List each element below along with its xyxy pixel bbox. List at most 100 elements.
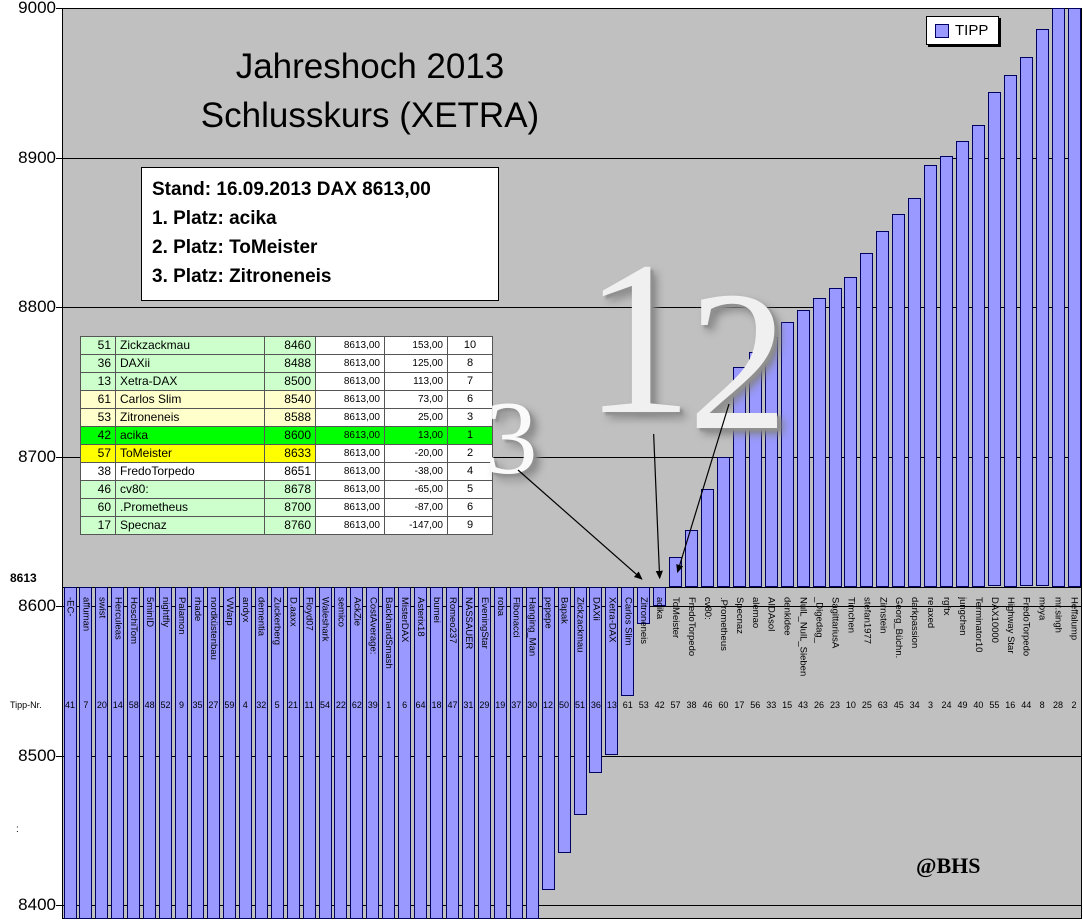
bar-name-label: Zuckerberg: [271, 597, 283, 646]
bar-name-label: Herculeas: [112, 597, 124, 640]
tipp-nr-value: 10: [845, 700, 856, 710]
y-axis-tickmark: [56, 8, 62, 9]
tipp-bar: [940, 156, 953, 587]
bar-name-label: cv80:: [702, 597, 713, 620]
tipp-nr-value: 49: [957, 700, 968, 710]
table-row: 57 ToMeister 8633 8613,00 -20,00 2: [80, 444, 493, 463]
gridline: [63, 905, 1082, 906]
bar-name-label: Zickzackmau: [574, 597, 586, 653]
status-line-platz3: 3. Platz: Zitroneneis: [152, 266, 332, 287]
y-axis-tickmark: [56, 158, 62, 159]
tipp-bar: [318, 586, 332, 919]
chart-title-line1: Jahreshoch 2013: [235, 47, 505, 86]
tipp-nr-value: 19: [495, 700, 506, 710]
tipp-nr-value: 53: [638, 700, 649, 710]
table-cell: 42: [80, 426, 116, 445]
gridline: [63, 756, 1082, 757]
table-cell: 2: [447, 444, 493, 463]
tipp-nr-value: 44: [1021, 700, 1032, 710]
tipp-nr-value: 36: [590, 700, 601, 710]
tipp-nr-value: 37: [511, 700, 522, 710]
table-cell: 8613,00: [315, 336, 385, 355]
y-axis-tickmark: [56, 905, 62, 906]
tipp-bar: [780, 322, 794, 587]
tipp-bar: [589, 586, 603, 774]
tipp-bar: [191, 586, 204, 919]
table-row: 46 cv80: 8678 8613,00 -65,00 5: [80, 480, 493, 499]
watermark: @BHS: [916, 853, 981, 878]
bar-name-label: bumei: [431, 597, 442, 623]
tipp-bar: [461, 586, 475, 919]
table-cell: 25,00: [384, 408, 448, 427]
table-cell: 8613,00: [315, 426, 385, 445]
table-cell: 8588: [264, 408, 316, 427]
tipp-bar: [350, 586, 364, 919]
bar-name-label: moya: [1036, 597, 1048, 621]
bar-name-label: HoschiTom: [128, 597, 140, 644]
table-cell: 57: [80, 444, 116, 463]
bar-name-label: Terminator10: [972, 597, 984, 653]
tipp-nr-value: 59: [224, 700, 235, 710]
table-cell: 8613,00: [315, 408, 385, 427]
tipp-bar: [446, 586, 459, 919]
tipp-nr-value: 5: [274, 700, 280, 710]
bar-name-label: BackhandSmash: [383, 597, 395, 669]
bar-name-label: alemao: [749, 597, 761, 629]
tipp-nr-value: 41: [64, 700, 75, 710]
tipp-bar: [493, 586, 507, 919]
table-cell: 4: [447, 462, 493, 481]
chart-title: Jahreshoch 2013 Schlusskurs (XETRA): [110, 42, 630, 140]
x-axis-secondary-label: :: [16, 824, 19, 835]
tipp-bar: [876, 230, 890, 587]
rank1-marker: 1: [583, 216, 693, 460]
tipp-nr-value: 61: [622, 700, 633, 710]
bar-name-label: Asterix18: [415, 597, 427, 637]
bar-name-label: darkpassion: [909, 597, 921, 649]
tipp-bar: [796, 310, 810, 587]
legend-swatch-icon: [935, 23, 949, 38]
tipp-bar: [764, 336, 778, 587]
tipp-nr-value: 57: [670, 700, 681, 710]
table-cell: 13,00: [384, 426, 448, 445]
bar-name-label: Hanging_Man: [526, 597, 538, 657]
tipp-nr-value: 58: [128, 700, 139, 710]
table-cell: 8613,00: [315, 390, 385, 409]
bar-name-label: SagittariusA: [829, 597, 841, 649]
table-cell: 1: [447, 426, 493, 445]
bar-name-label: Bapak: [558, 597, 570, 624]
tipp-bar: [63, 586, 77, 919]
table-cell: 60: [80, 498, 116, 517]
table-cell: 125,00: [384, 354, 448, 373]
table-cell: 8613,00: [315, 462, 385, 481]
table-cell: 6: [447, 390, 493, 409]
tipp-nr-value: 40: [973, 700, 984, 710]
tipp-nr-value: 23: [829, 700, 840, 710]
tipp-nr-value: 50: [559, 700, 570, 710]
tipp-nr-value: 12: [543, 700, 554, 710]
table-cell: 8500: [264, 372, 316, 391]
bar-name-label: MisterDAX: [399, 597, 411, 643]
tipp-bar: [573, 586, 587, 816]
tipp-nr-value: 11: [304, 700, 314, 710]
tipp-bar: [653, 586, 667, 606]
y-axis-tick-label: 8800: [18, 297, 56, 316]
tipp-nr-value: 3: [928, 700, 934, 710]
tipp-bar: [701, 489, 714, 587]
tipp-bar: [398, 586, 412, 919]
bar-name-label: Zitroneneis: [638, 597, 650, 644]
table-cell: 8613,00: [315, 372, 385, 391]
tipp-bar: [1003, 75, 1017, 587]
bar-name-label: VWarp: [223, 597, 235, 626]
bar-name-label: relaxed: [925, 597, 937, 629]
tipp-bar: [637, 586, 651, 624]
tipp-bar: [525, 586, 539, 919]
table-row: 53 Zitroneneis 8588 8613,00 25,00 3: [80, 408, 493, 427]
table-cell: Zitroneneis: [115, 408, 265, 427]
bar-name-label: AIDAsol: [765, 597, 777, 632]
gridline: [63, 158, 1082, 159]
table-row: 60 .Prometheus 8700 8613,00 -87,00 6: [80, 498, 493, 517]
bar-name-label: Zirnstein: [877, 597, 889, 634]
bar-name-label: CostAverage:: [367, 597, 379, 655]
status-line-stand: Stand: 16.09.2013 DAX 8613,00: [152, 179, 431, 200]
tipp-bar: [732, 366, 746, 587]
